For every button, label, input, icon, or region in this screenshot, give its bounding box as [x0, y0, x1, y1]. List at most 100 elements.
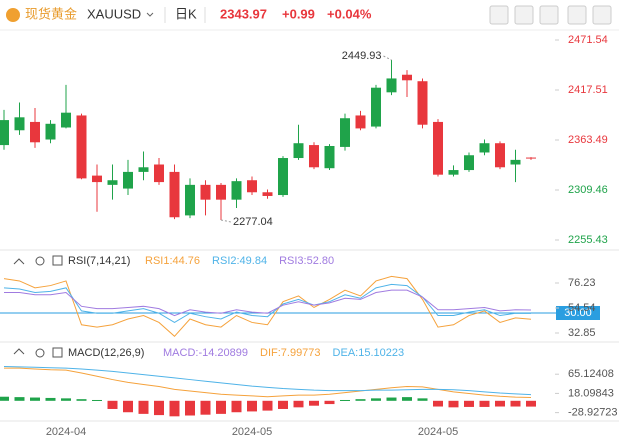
y-tick-label: 2417.51: [568, 84, 608, 96]
candle-body: [169, 171, 180, 218]
macd-bar: [14, 397, 25, 401]
macd-bar: [231, 400, 242, 413]
rsi-line: [3, 275, 532, 337]
x-tick-label: 2024-05: [418, 426, 458, 438]
indicator-title: MACD(12,26,9): [68, 347, 144, 359]
price-change-pct: +0.04%: [327, 6, 372, 21]
macd-bar: [247, 400, 257, 412]
candle-body: [417, 81, 428, 125]
macd-line: [3, 365, 532, 396]
legend-entry: RSI3:52.80: [279, 255, 334, 267]
candle-body: [433, 121, 443, 175]
y-tick-label: 65.12408: [568, 368, 614, 380]
macd-bar: [386, 397, 397, 401]
y-tick-label: 2471.54: [568, 34, 608, 46]
y-tick-label: 18.09843: [568, 387, 614, 399]
candle-body: [107, 180, 118, 185]
candle-body: [355, 115, 366, 129]
macd-bar: [169, 400, 180, 417]
candle-body: [154, 164, 164, 183]
x-tick-label: 2024-04: [46, 426, 86, 438]
macd-bar: [309, 400, 319, 406]
macd-bar: [510, 400, 521, 407]
macd-bar: [340, 399, 350, 401]
candle-body: [123, 171, 133, 189]
macd-bar: [185, 400, 195, 416]
settings-icon[interactable]: [35, 256, 45, 266]
candle-body: [262, 192, 273, 196]
settings-icon[interactable]: [35, 348, 45, 358]
tool-button[interactable]: [539, 5, 559, 25]
candle-body: [231, 181, 242, 200]
macd-bar: [216, 400, 226, 414]
legend-entry: RSI1:44.76: [145, 255, 200, 267]
candle-body: [309, 145, 319, 168]
macd-bar: [495, 400, 505, 407]
candle-body: [371, 87, 381, 127]
macd-bar: [0, 396, 9, 401]
macd-bar: [154, 400, 164, 416]
candle-body: [45, 123, 56, 140]
tool-button[interactable]: [567, 5, 587, 25]
macd-bar: [107, 400, 118, 409]
legend-entry: RSI2:49.84: [212, 255, 267, 267]
x-tick-label: 2024-05: [232, 426, 272, 438]
macd-bar: [200, 400, 211, 415]
rsi-line: [3, 283, 532, 324]
marker-box: [556, 306, 600, 320]
annotation-leader: [383, 55, 392, 61]
macd-bar: [123, 400, 133, 413]
candle-body: [200, 184, 211, 200]
macd-bar: [355, 399, 366, 401]
high-annotation: 2449.93: [342, 50, 382, 62]
macd-bar: [76, 399, 87, 401]
marker-label: 30.00: [564, 307, 592, 319]
macd-bar: [293, 400, 304, 408]
low-annotation: 2277.04: [233, 216, 273, 228]
macd-bar: [402, 397, 412, 401]
candle-body: [185, 184, 195, 216]
dropdown-icon[interactable]: [146, 12, 154, 17]
tool-button[interactable]: [514, 5, 534, 25]
period[interactable]: 日K: [175, 6, 197, 21]
candle-body: [324, 145, 335, 169]
macd-bar: [45, 397, 56, 401]
macd-bar: [448, 400, 459, 408]
candle-body: [448, 170, 459, 175]
y-tick-label: 2363.49: [568, 134, 608, 146]
grid-icon[interactable]: [52, 347, 63, 358]
collapse-icon[interactable]: [13, 258, 25, 355]
candle-body: [495, 143, 505, 168]
candle-body: [526, 157, 536, 159]
candle-body: [76, 115, 87, 179]
macd-bar: [30, 397, 40, 401]
macd-bar: [61, 398, 71, 401]
candle-body: [293, 143, 304, 159]
logo: [6, 8, 20, 22]
toolbar: [489, 5, 612, 25]
y-tick-label: 54.54: [568, 302, 596, 314]
macd-bar: [526, 400, 536, 407]
macd-bar: [464, 400, 474, 407]
candle-body: [464, 155, 474, 171]
price-change: +0.99: [282, 6, 315, 21]
candle-body: [479, 143, 490, 153]
candle-body: [216, 184, 226, 200]
symbol[interactable]: XAUUSD: [87, 6, 141, 21]
macd-bar: [324, 400, 335, 405]
grid-icon[interactable]: [52, 255, 63, 266]
indicator-title: RSI(7,14,21): [68, 255, 130, 267]
y-tick-label: -28.92723: [568, 407, 618, 419]
macd-bar: [92, 399, 102, 401]
candle-body: [386, 78, 397, 93]
tool-button[interactable]: [489, 5, 509, 25]
macd-line: [4, 367, 532, 399]
candle-body: [510, 159, 521, 165]
legend-entry: DIF:7.99773: [260, 347, 321, 359]
tool-button[interactable]: [592, 5, 612, 25]
candle-body: [340, 118, 350, 147]
macd-bar: [433, 400, 443, 407]
y-tick-label: 2309.46: [568, 184, 608, 196]
annotation-leader: [220, 219, 232, 223]
